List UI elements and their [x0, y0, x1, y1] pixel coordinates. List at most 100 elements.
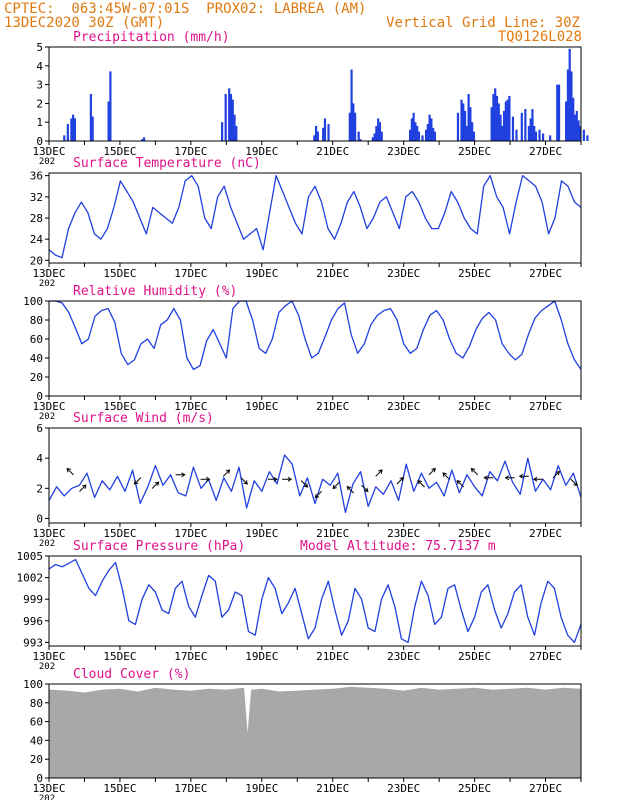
precip-bar	[89, 94, 92, 141]
temp-ytick-label: 36	[30, 170, 43, 183]
cloud-ytick-label: 80	[30, 697, 43, 710]
wind-xtick-label: 27DEC	[529, 527, 562, 540]
precip-bar	[373, 133, 376, 141]
cloud-xtick-label: 13DEC	[32, 782, 65, 795]
precip-bar	[502, 110, 506, 141]
wind-xtick-label: 19DEC	[245, 527, 278, 540]
pressure-xtick-label: 13DEC	[32, 650, 65, 663]
precip-bar	[414, 122, 417, 141]
wind-arrow	[483, 475, 494, 481]
cloud-area	[49, 686, 581, 778]
precip-bar	[70, 118, 73, 141]
precip-year-label: 202	[39, 157, 55, 167]
precip-bar	[570, 71, 573, 141]
wind-arrow	[428, 467, 436, 476]
cloud-xtick-label: 21DEC	[316, 782, 349, 795]
precip-bar	[432, 127, 435, 141]
precip-bar	[107, 101, 110, 141]
rh-ytick-label: 100	[23, 295, 43, 308]
precip-bar	[557, 84, 561, 141]
precip-bar	[380, 131, 383, 141]
precip-bar	[462, 103, 465, 141]
precip-bar	[529, 118, 532, 141]
temp-ytick-label: 20	[30, 254, 43, 267]
precip-bar	[456, 112, 460, 141]
precip-bar	[460, 99, 463, 141]
precip-bar	[377, 118, 380, 141]
pressure-ytick-label: 1002	[17, 572, 44, 585]
pressure-frame	[48, 555, 582, 647]
wind-arrow	[518, 473, 529, 479]
header-grid-note: Vertical Grid Line: 30Z	[386, 15, 580, 31]
precip-title: Precipitation (mm/h)	[73, 30, 230, 45]
cloud-frame	[48, 683, 582, 779]
precip-bar	[472, 131, 476, 141]
precip-xtick-label: 17DEC	[174, 145, 207, 158]
wind-ytick-label: 0	[36, 512, 43, 525]
pressure-panel: 993 996 999 1002 1005 13DEC 15DEC 17DEC 19DEC 21D…	[17, 539, 582, 672]
precip-bar	[91, 116, 94, 141]
rh-xtick-label: 23DEC	[387, 400, 420, 413]
precip-bar	[315, 125, 318, 141]
wind-arrow	[332, 481, 340, 490]
wind-xtick-label: 15DEC	[103, 527, 136, 540]
precip-bar	[463, 110, 467, 141]
precip-bar	[417, 131, 421, 141]
precip-bar	[231, 99, 234, 141]
precip-panel: 0 1 2 3 4 5 13DEC 15DEC 17DEC 19DEC 21DEC 23DEC 25DE…	[32, 30, 589, 167]
precip-ytick-label: 1	[36, 116, 43, 129]
wind-title: Surface Wind (m/s)	[73, 411, 214, 426]
precip-bar	[524, 109, 527, 141]
precip-xtick-label: 25DEC	[458, 145, 491, 158]
temp-xtick-label: 19DEC	[245, 267, 278, 280]
precip-bar	[408, 129, 412, 141]
precip-bar	[566, 69, 570, 141]
wind-xtick-label: 13DEC	[32, 527, 65, 540]
wind-line	[48, 454, 582, 514]
precip-bar	[426, 124, 429, 141]
wind-ytick-label: 4	[36, 452, 43, 465]
precip-ytick-label: 0	[36, 135, 43, 148]
precip-xtick-label: 21DEC	[316, 145, 349, 158]
precip-ytick-label: 2	[36, 97, 43, 110]
precip-bar	[504, 101, 507, 141]
precip-bar	[375, 125, 378, 141]
rh-xtick-label: 19DEC	[245, 400, 278, 413]
precip-bar	[322, 127, 325, 141]
cloud-ytick-label: 40	[30, 734, 43, 747]
pressure-ytick-label: 993	[23, 636, 43, 649]
precip-bar	[515, 129, 518, 141]
wind-arrow	[570, 478, 578, 487]
pressure-subtitle: Model Altitude: 75.7137 m	[300, 539, 496, 554]
pressure-ytick-label: 996	[23, 615, 43, 628]
wind-arrow	[361, 484, 369, 493]
pressure-xtick-label: 19DEC	[245, 650, 278, 663]
header-model-id: TQ0126L028	[497, 29, 582, 45]
wind-xtick-label: 17DEC	[174, 527, 207, 540]
rh-ytick-label: 60	[30, 333, 43, 346]
temp-xtick-label: 13DEC	[32, 267, 65, 280]
cloud-xtick-label: 15DEC	[103, 782, 136, 795]
precip-bar	[428, 114, 431, 141]
rh-xtick-label: 25DEC	[458, 400, 491, 413]
wind-arrow	[200, 476, 211, 482]
temp-title: Surface Temperature (nC)	[73, 156, 261, 171]
precip-bar	[410, 118, 413, 141]
pressure-xtick-label: 21DEC	[316, 650, 349, 663]
cloud-xtick-label: 27DEC	[529, 782, 562, 795]
temp-ytick-label: 32	[30, 191, 43, 204]
precip-bar	[549, 135, 552, 141]
precip-bar	[316, 131, 319, 141]
wind-arrow	[222, 469, 231, 477]
precip-bar	[73, 118, 77, 141]
precip-bar	[354, 112, 357, 141]
temp-ytick-label: 28	[30, 212, 43, 225]
precip-bar	[72, 114, 75, 141]
precip-bar	[228, 88, 231, 141]
wind-arrow	[504, 475, 515, 481]
rh-ytick-label: 0	[36, 390, 43, 403]
wind-xtick-label: 21DEC	[316, 527, 349, 540]
precip-bar	[520, 112, 523, 141]
precip-bar	[511, 116, 515, 141]
precip-bar	[501, 125, 504, 141]
